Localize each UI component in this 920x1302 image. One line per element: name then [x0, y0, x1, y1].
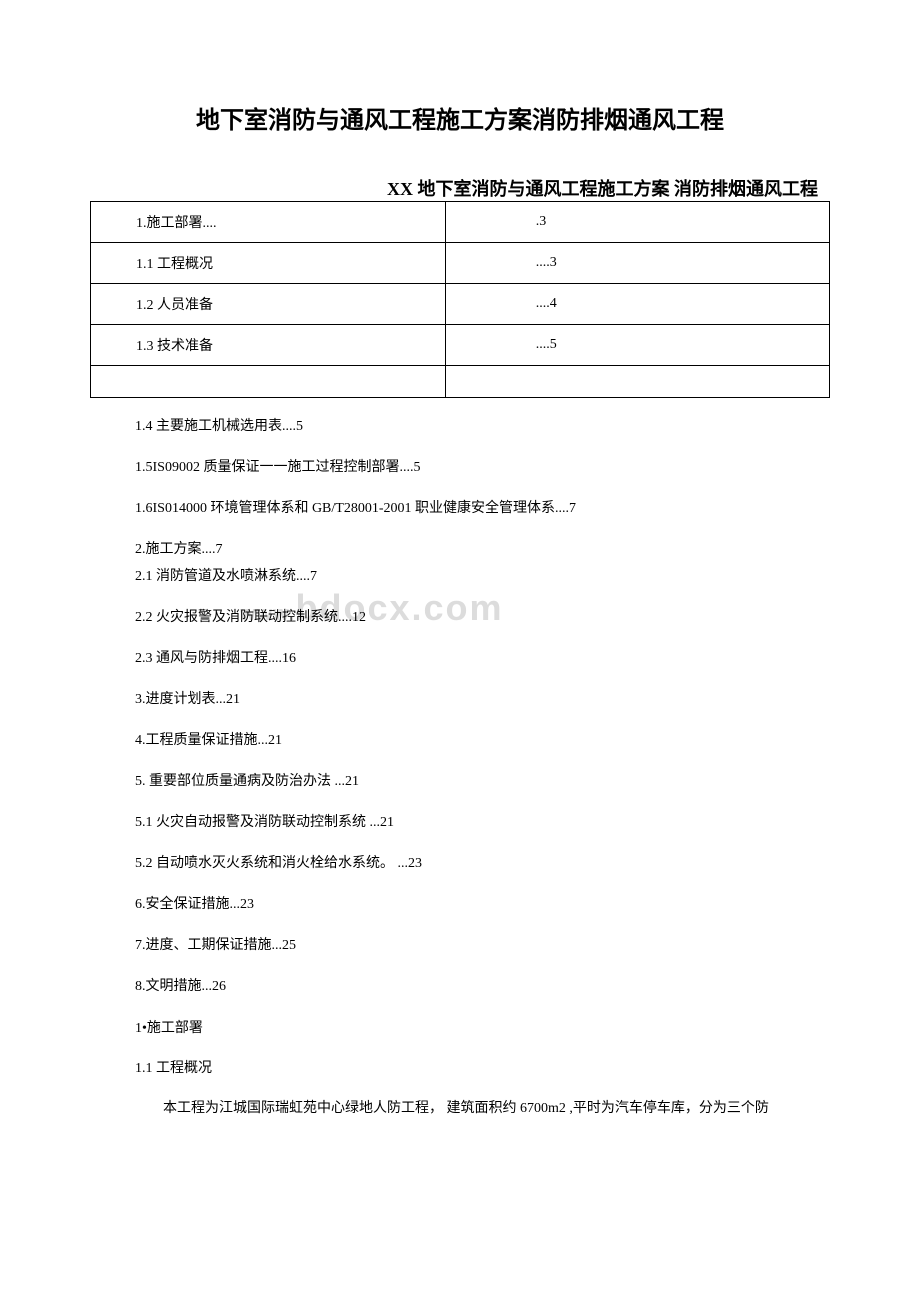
- toc-item-cell: 1.3 技术准备: [91, 325, 446, 366]
- toc-list-item: 6.安全保证措施...23: [135, 894, 830, 915]
- toc-item-cell: [91, 366, 446, 398]
- toc-list-item: 3.进度计划表...21: [135, 689, 830, 710]
- toc-list-item: 8.文明措施...26: [135, 976, 830, 997]
- toc-list-item: 1.4 主要施工机械选用表....5: [135, 416, 830, 437]
- toc-list-item: 2.2 火灾报警及消防联动控制系统....12: [135, 607, 830, 628]
- section-1-1-heading: 1.1 工程概况: [90, 1057, 830, 1077]
- toc-list-item: 2.3 通风与防排烟工程....16: [135, 648, 830, 669]
- toc-list-item: 2.1 消防管道及水喷淋系统....7: [135, 566, 830, 587]
- table-row: [91, 366, 830, 398]
- toc-item-cell: 1.1 工程概况: [91, 243, 446, 284]
- toc-item-cell: 1.施工部署....: [91, 202, 446, 243]
- document-subtitle: XX 地下室消防与通风工程施工方案 消防排烟通风工程: [90, 175, 830, 201]
- table-row: 1.2 人员准备 ....4: [91, 284, 830, 325]
- toc-list-item: 5.1 火灾自动报警及消防联动控制系统 ...21: [135, 812, 830, 833]
- toc-item-cell: 1.2 人员准备: [91, 284, 446, 325]
- toc-list: 1.4 主要施工机械选用表....5 1.5IS09002 质量保证一一施工过程…: [90, 416, 830, 997]
- toc-list-item: 1.6IS014000 环境管理体系和 GB/T28001-2001 职业健康安…: [135, 498, 830, 519]
- toc-page-cell: .3: [445, 202, 829, 243]
- toc-list-item: 2.施工方案....7: [135, 539, 830, 560]
- toc-page-cell: ....4: [445, 284, 829, 325]
- toc-page-cell: ....5: [445, 325, 829, 366]
- section-1-1-body: 本工程为江城国际瑞虹苑中心绿地人防工程， 建筑面积约 6700m2 ,平时为汽车…: [90, 1097, 830, 1121]
- toc-list-item: 1.5IS09002 质量保证一一施工过程控制部署....5: [135, 457, 830, 478]
- toc-page-cell: [445, 366, 829, 398]
- toc-list-item: 7.进度、工期保证措施...25: [135, 935, 830, 956]
- document-title: 地下室消防与通风工程施工方案消防排烟通风工程: [90, 100, 830, 135]
- toc-list-item: 4.工程质量保证措施...21: [135, 730, 830, 751]
- section-1-heading: 1•施工部署: [90, 1017, 830, 1037]
- table-row: 1.1 工程概况 ....3: [91, 243, 830, 284]
- table-row: 1.施工部署.... .3: [91, 202, 830, 243]
- toc-list-item: 5.2 自动喷水灭火系统和消火栓给水系统。 ...23: [135, 853, 830, 874]
- table-row: 1.3 技术准备 ....5: [91, 325, 830, 366]
- toc-table: 1.施工部署.... .3 1.1 工程概况 ....3 1.2 人员准备 ..…: [90, 201, 830, 398]
- toc-list-item: 5. 重要部位质量通病及防治办法 ...21: [135, 771, 830, 792]
- toc-page-cell: ....3: [445, 243, 829, 284]
